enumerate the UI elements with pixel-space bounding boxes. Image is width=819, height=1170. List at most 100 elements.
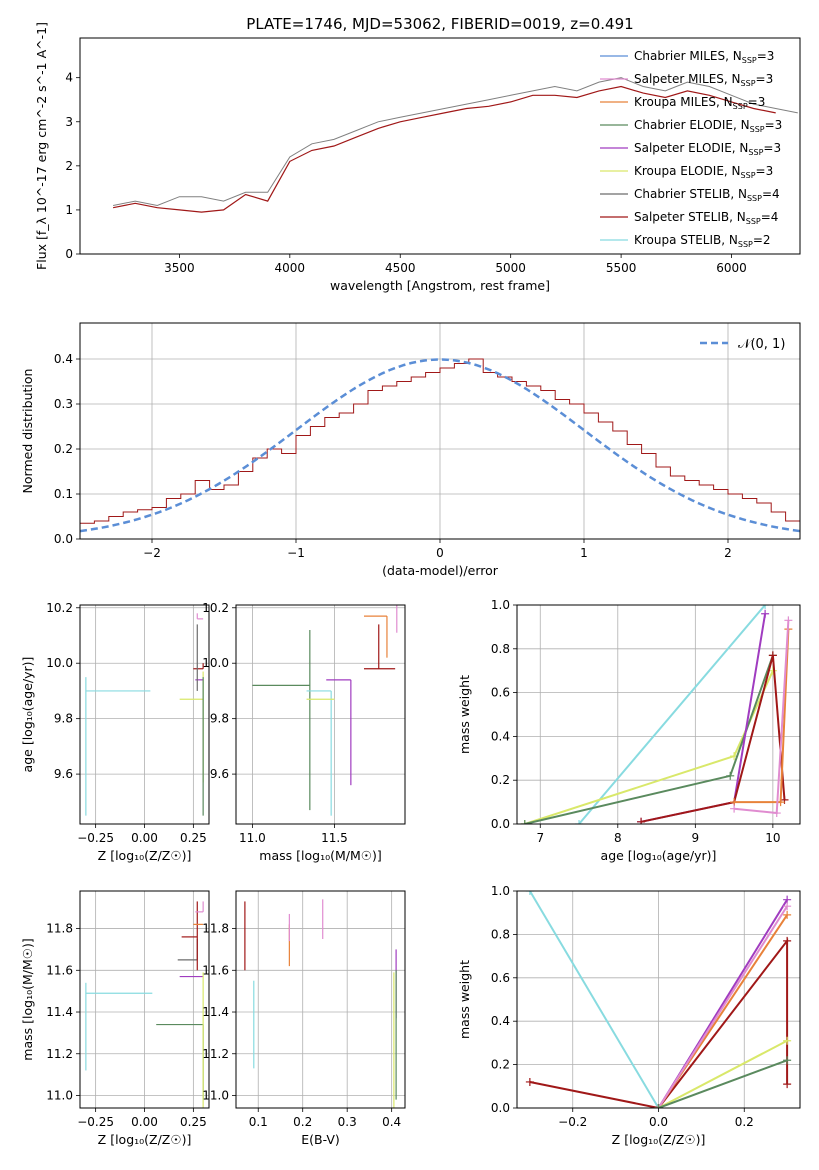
x-tick-label: 5000	[495, 261, 526, 275]
weight-line	[640, 655, 786, 823]
x-tick-label: 0.2	[735, 1115, 754, 1129]
y-tick-label: 0.6	[491, 686, 510, 700]
legend-sub: SSP	[733, 102, 748, 111]
weight-marker	[783, 910, 792, 919]
y-tick-label: 11.6	[202, 963, 229, 977]
spectrum-data-line	[113, 77, 798, 207]
x-tick-label: 4500	[385, 261, 416, 275]
plot-area	[252, 605, 398, 816]
y-axis-label: age [log₁₀(age/yr)]	[20, 657, 35, 773]
panel-3: −0.25 0.00 0.25 9.6 9.8 10.0 10.2 Z [log₁₀(Z/Z☉…	[20, 601, 210, 863]
x-tick-label: 0.0	[649, 1115, 668, 1129]
legend-sub: SSP	[738, 240, 753, 249]
y-tick-label: 0.6	[491, 971, 510, 985]
y-tick-label: 0.2	[54, 442, 73, 456]
y-axis-label: mass weight	[457, 960, 472, 1039]
legend-sub: SSP	[741, 79, 756, 88]
y-tick-label: 11.8	[202, 922, 229, 936]
axes-frame	[235, 890, 406, 1109]
y-tick-label: 0.2	[491, 773, 510, 787]
plot-area	[244, 899, 397, 1108]
axes-frame	[79, 322, 801, 540]
weight-marker	[783, 936, 792, 945]
y-tick-label: 11.2	[202, 1047, 229, 1061]
weight-marker	[783, 1080, 792, 1089]
x-tick-label: −1	[287, 546, 305, 560]
axes-frame	[516, 604, 801, 825]
plot-area	[112, 77, 798, 213]
axes-frame	[79, 890, 210, 1109]
y-tick-label: 9.6	[210, 767, 229, 781]
y-tick-label: 1.0	[491, 598, 510, 612]
y-axis-label: mass weight	[457, 675, 472, 754]
y-tick-label: 0.4	[491, 729, 510, 743]
legend-text: Kroupa ELODIE, N	[634, 164, 741, 178]
panel-4: 11.0 11.5 9.6 9.8 10.0 10.2 mass [log₁₀(M/M☉)]	[202, 601, 406, 863]
x-tick-label: 11.0	[239, 831, 266, 845]
legend-label: Salpeter ELODIE, NSSP=3	[634, 141, 781, 157]
legend-sub: SSP	[747, 194, 762, 203]
x-tick-label: −2	[143, 546, 161, 560]
legend-tail: =3	[748, 95, 766, 109]
y-tick-label: 1.0	[491, 884, 510, 898]
y-tick-label: 11.0	[202, 1088, 229, 1102]
x-tick-label: 5500	[606, 261, 637, 275]
x-tick-label: 11.5	[321, 831, 348, 845]
y-tick-label: 9.6	[54, 767, 73, 781]
y-tick-label: 4	[65, 71, 73, 85]
y-tick-label: 0.8	[491, 642, 510, 656]
y-tick-label: 2	[65, 159, 73, 173]
x-tick-label: 7	[536, 831, 544, 845]
weight-marker	[520, 820, 529, 824]
weight-marker	[575, 820, 584, 824]
x-tick-label: −0.25	[77, 1115, 114, 1129]
y-tick-label: 10.2	[46, 601, 73, 615]
legend-tail: =3	[756, 72, 774, 86]
axes-frame	[79, 604, 210, 825]
legend-tail: =4	[762, 187, 780, 201]
weight-line	[733, 620, 790, 815]
legend-tail: =3	[765, 118, 783, 132]
weight-line	[529, 937, 789, 1108]
histogram-step	[80, 358, 800, 524]
legend-text: Kroupa STELIB, N	[634, 233, 738, 247]
plot-area	[520, 605, 793, 824]
figure-title: PLATE=1746, MJD=53062, FIBERID=0019, z=0…	[246, 15, 633, 33]
weight-marker	[761, 609, 770, 618]
weight-line	[658, 1059, 788, 1108]
y-tick-label: 10.0	[202, 656, 229, 670]
legend-text: Chabrier MILES, N	[634, 49, 742, 63]
y-tick-label: 0.8	[491, 927, 510, 941]
y-tick-label: 0.0	[491, 817, 510, 831]
x-tick-label: 4000	[275, 261, 306, 275]
legend-text: Salpeter MILES, N	[634, 72, 741, 86]
x-tick-label: 10	[765, 831, 780, 845]
weight-marker	[768, 666, 777, 675]
y-tick-label: 3	[65, 115, 73, 129]
legend-label: Chabrier ELODIE, NSSP=3	[634, 118, 782, 134]
y-tick-label: 10.0	[46, 656, 73, 670]
y-axis-label: mass [log₁₀(M/M☉)]	[20, 938, 35, 1060]
legend-label: Salpeter MILES, NSSP=3	[634, 72, 773, 88]
panel-1: 3500 4000 4500 5000 5500 6000 0 1 2 3 4 wavelength …	[34, 22, 801, 293]
legend-tail: =3	[757, 49, 775, 63]
weight-marker	[525, 891, 534, 895]
gaussian-curve	[80, 358, 800, 533]
weight-marker	[784, 616, 793, 625]
legend-label: Chabrier STELIB, NSSP=4	[634, 187, 780, 203]
x-tick-label: 1	[580, 546, 588, 560]
weight-line	[657, 905, 788, 1108]
x-tick-label: 0.2	[293, 1115, 312, 1129]
legend-sub: SSP	[741, 171, 756, 180]
x-tick-label: 6000	[716, 261, 747, 275]
x-tick-label: 8	[614, 831, 622, 845]
legend-text: Chabrier STELIB, N	[634, 187, 747, 201]
x-tick-label: 0.4	[382, 1115, 401, 1129]
legend-tail: =3	[763, 141, 781, 155]
weight-marker	[772, 809, 781, 818]
y-tick-label: 0.2	[491, 1058, 510, 1072]
y-tick-label: 10.2	[202, 601, 229, 615]
x-axis-label: mass [log₁₀(M/M☉)]	[259, 848, 381, 863]
x-tick-label: 0.25	[180, 831, 207, 845]
weight-line	[524, 670, 774, 824]
